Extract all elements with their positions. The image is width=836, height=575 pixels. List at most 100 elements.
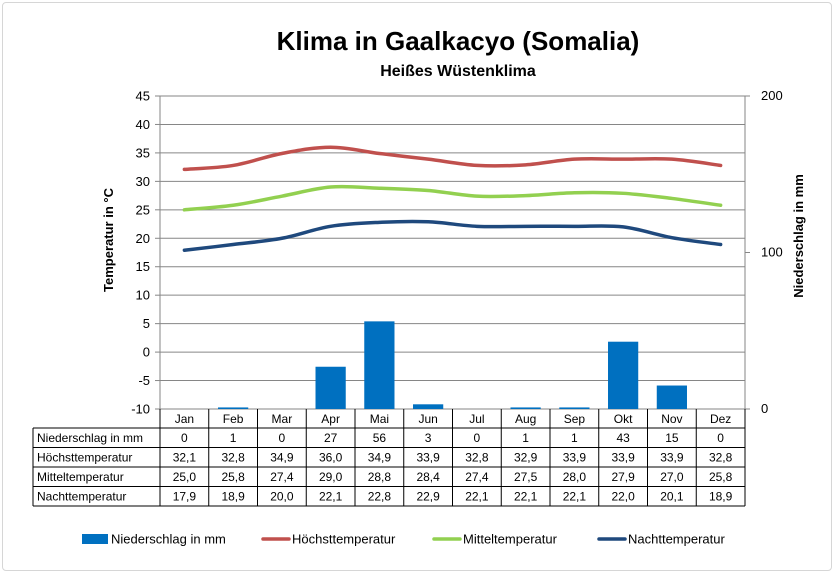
table-cell: 0 — [279, 431, 286, 445]
table-cell: 32,1 — [173, 450, 197, 464]
category-label: Nov — [661, 412, 682, 426]
table-cell: 20,0 — [270, 489, 294, 503]
category-label: Dez — [710, 412, 731, 426]
category-label: Mar — [272, 412, 293, 426]
data-table: Jan Feb Mar Apr Mai Jun Jul Aug Sep Okt Nov Dez Nied… — [32, 409, 746, 507]
table-cell: 0 — [181, 431, 188, 445]
table-cell: 28,0 — [563, 470, 587, 484]
table-cell: 34,9 — [270, 450, 294, 464]
table-cell: 22,1 — [319, 489, 343, 503]
y2-axis-title: Niederschlag in mm — [791, 174, 806, 298]
table-cell: 1 — [571, 431, 578, 445]
axes: 45 40 35 30 25 20 15 10 5 0 -5 -10 200 100 0 — [131, 88, 783, 417]
category-label: Jun — [418, 412, 437, 426]
line-h-chsttemperatur — [182, 145, 723, 172]
legend-swatch-niederschlag-in-mm — [82, 534, 108, 544]
bar-okt — [608, 341, 639, 409]
y2-tick-label: 200 — [761, 88, 783, 103]
table-row-label: Mitteltemperatur — [37, 470, 124, 484]
gridlines — [159, 95, 746, 410]
category-label: Sep — [564, 412, 586, 426]
table-cell: 1 — [230, 431, 237, 445]
bar-aug — [510, 407, 541, 409]
table-cell: 28,4 — [416, 470, 440, 484]
table-cell: 36,0 — [319, 450, 343, 464]
line-mitteltemperatur — [182, 184, 723, 212]
bar-feb — [218, 407, 249, 409]
y-axis-title: Temperatur in °C — [101, 187, 116, 292]
y-tick-label: 40 — [136, 117, 150, 132]
chart-subtitle: Heißes Wüstenklima — [380, 63, 536, 80]
legend-label-h-chsttemperatur: Höchsttemperatur — [292, 532, 396, 547]
table-cell: 32,8 — [221, 450, 245, 464]
table-cell: 27,9 — [611, 470, 635, 484]
table-cell: 18,9 — [221, 489, 245, 503]
precipitation-bars — [218, 321, 687, 409]
table-cell: 17,9 — [173, 489, 197, 503]
plot-area — [159, 95, 746, 410]
category-label: Feb — [223, 412, 244, 426]
table-row-label: Nachttemperatur — [37, 489, 126, 503]
table-cell: 25,8 — [221, 470, 245, 484]
table-cell: 33,9 — [660, 450, 684, 464]
table-cell: 27,5 — [514, 470, 538, 484]
bar-jun — [413, 404, 444, 409]
table-cell: 1 — [522, 431, 529, 445]
table-cell: 32,9 — [514, 450, 538, 464]
table-cell: 0 — [717, 431, 724, 445]
y-tick-label: 5 — [143, 316, 150, 331]
table-cell: 27,4 — [465, 470, 489, 484]
table-cell: 22,1 — [514, 489, 538, 503]
category-label: Okt — [614, 412, 633, 426]
y-tick-label: 35 — [136, 145, 150, 160]
y-tick-label: 45 — [136, 89, 150, 104]
table-cell: 3 — [425, 431, 432, 445]
y-tick-label: 15 — [136, 259, 150, 274]
table-cell: 25,8 — [709, 470, 733, 484]
temperature-lines — [182, 145, 723, 252]
table-cell: 15 — [665, 431, 679, 445]
y-tick-label: 20 — [136, 231, 150, 246]
table-cell: 27 — [324, 431, 338, 445]
table-cell: 34,9 — [368, 450, 392, 464]
table-cell: 33,9 — [563, 450, 587, 464]
table-cell: 27,4 — [270, 470, 294, 484]
bar-nov — [656, 385, 687, 409]
y-tick-label: 25 — [136, 202, 150, 217]
table-cell: 20,1 — [660, 489, 684, 503]
y-tick-label: 0 — [143, 345, 150, 360]
table-cell: 22,8 — [368, 489, 392, 503]
bar-sep — [559, 407, 590, 409]
y2-tick-label: 100 — [761, 245, 783, 260]
table-cell: 22,1 — [563, 489, 587, 503]
table-cell: 33,9 — [416, 450, 440, 464]
category-label: Aug — [515, 412, 536, 426]
table-cell: 43 — [616, 431, 630, 445]
y-tick-label: 30 — [136, 174, 150, 189]
table-row-label: Höchsttemperatur — [37, 450, 132, 464]
table-cell: 56 — [373, 431, 387, 445]
legend-label-mitteltemperatur: Mitteltemperatur — [463, 532, 558, 547]
table-cell: 25,0 — [173, 470, 197, 484]
table-row-label: Niederschlag in mm — [37, 431, 143, 445]
y2-tick-label: 0 — [761, 401, 768, 416]
table-cell: 22,9 — [416, 489, 440, 503]
table-cell: 28,8 — [368, 470, 392, 484]
table-cell: 0 — [474, 431, 481, 445]
category-label: Apr — [321, 412, 340, 426]
category-label: Mai — [370, 412, 389, 426]
table-cell: 22,0 — [611, 489, 635, 503]
y-tick-label: 10 — [136, 288, 150, 303]
table-cell: 32,8 — [709, 450, 733, 464]
line-nachttemperatur — [182, 219, 723, 252]
table-cell: 18,9 — [709, 489, 733, 503]
table-cell: 33,9 — [611, 450, 635, 464]
y-tick-label: -10 — [131, 402, 150, 417]
bar-apr — [315, 366, 346, 409]
legend-label-nachttemperatur: Nachttemperatur — [628, 532, 725, 547]
bar-mai — [364, 321, 395, 409]
table-cell: 27,0 — [660, 470, 684, 484]
legend: Niederschlag in mm Höchsttemperatur Mittel… — [82, 532, 725, 547]
